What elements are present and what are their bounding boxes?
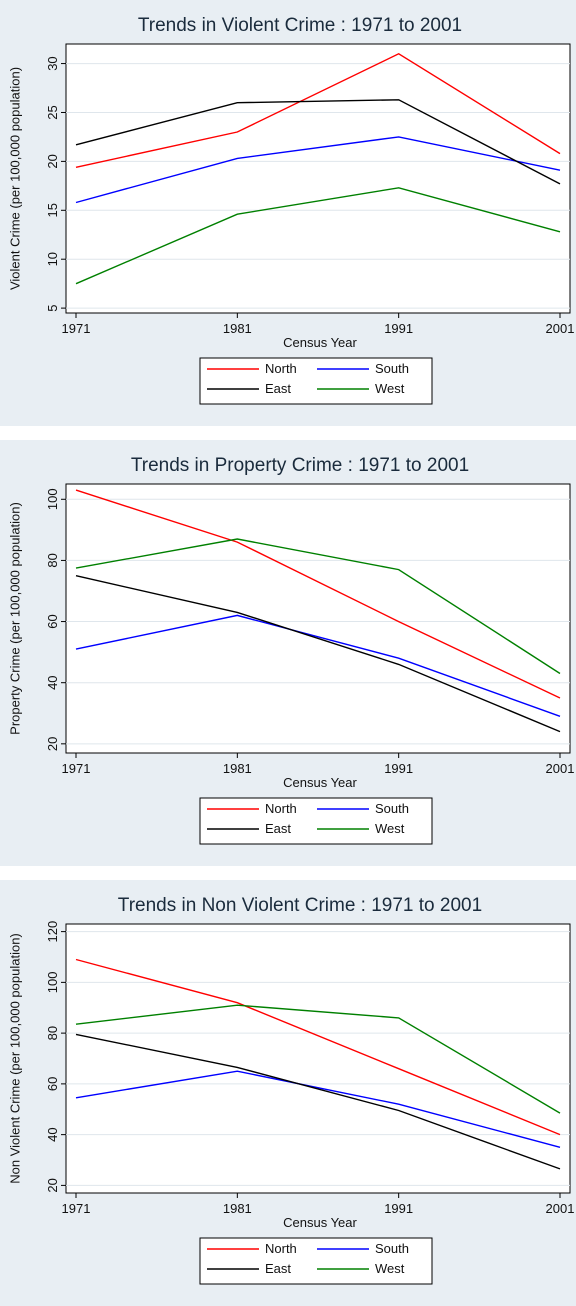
x-tick-label: 1981	[223, 321, 252, 336]
series-line-south	[75, 614, 561, 717]
x-axis-title: Census Year	[283, 775, 357, 790]
legend-label-east: East	[265, 381, 291, 396]
series-line-west	[75, 1004, 561, 1114]
chart-nonviolent: Trends in Non Violent Crime : 1971 to 20…	[7, 895, 575, 1285]
series-line-south	[75, 136, 561, 204]
legend-box	[199, 797, 433, 845]
y-tick-label: 100	[45, 972, 60, 994]
chart-title: Trends in Violent Crime : 1971 to 2001	[138, 15, 462, 36]
legend-label-west: West	[375, 1261, 405, 1276]
x-tick-label: 1981	[223, 1201, 252, 1216]
x-tick-label: 1991	[384, 321, 413, 336]
x-axis-title: Census Year	[283, 335, 357, 350]
series-line-north	[75, 489, 561, 699]
y-tick-label: 80	[45, 1026, 60, 1040]
legend-label-south: South	[375, 361, 409, 376]
legend-label-north: North	[265, 1241, 297, 1256]
y-tick-label: 100	[45, 488, 60, 510]
y-tick-label: 10	[45, 252, 60, 266]
y-axis-title: Property Crime (per 100,000 population)	[7, 502, 22, 735]
chart-panel-violent: Trends in Violent Crime : 1971 to 2001 5 1…	[0, 0, 576, 426]
y-tick-label: 40	[45, 675, 60, 689]
series-line-east	[75, 575, 561, 733]
x-tick-label: 2001	[546, 761, 575, 776]
series-line-north	[75, 53, 561, 168]
chart-panel-nonviolent: Trends in Non Violent Crime : 1971 to 20…	[0, 880, 576, 1306]
y-tick-label: 25	[45, 105, 60, 119]
chart-title: Trends in Property Crime : 1971 to 2001	[131, 455, 469, 476]
plot-area	[65, 43, 571, 314]
y-axis-title: Violent Crime (per 100,000 population)	[7, 67, 22, 290]
series-line-west	[75, 538, 561, 675]
legend-box	[199, 1237, 433, 1285]
legend-label-west: West	[375, 821, 405, 836]
x-tick-label: 2001	[546, 321, 575, 336]
series-line-east	[75, 1033, 561, 1170]
chart-violent: Trends in Violent Crime : 1971 to 2001 5 1…	[7, 15, 575, 405]
y-tick-label: 30	[45, 56, 60, 70]
series-line-north	[75, 958, 561, 1136]
x-tick-label: 1971	[62, 1201, 91, 1216]
y-tick-label: 15	[45, 203, 60, 217]
chart-property: Trends in Property Crime : 1971 to 2001 2…	[7, 455, 575, 845]
legend-label-east: East	[265, 1261, 291, 1276]
chart-panel-property: Trends in Property Crime : 1971 to 2001 2…	[0, 440, 576, 866]
y-tick-label: 20	[45, 737, 60, 751]
legend-label-north: North	[265, 361, 297, 376]
legend-label-east: East	[265, 821, 291, 836]
legend-label-south: South	[375, 1241, 409, 1256]
x-axis-title: Census Year	[283, 1215, 357, 1230]
y-tick-label: 40	[45, 1127, 60, 1141]
legend-label-south: South	[375, 801, 409, 816]
x-tick-label: 1971	[62, 761, 91, 776]
y-tick-label: 60	[45, 1077, 60, 1091]
y-tick-label: 80	[45, 553, 60, 567]
chart-title: Trends in Non Violent Crime : 1971 to 20…	[118, 895, 482, 916]
series-line-east	[75, 99, 561, 185]
x-tick-label: 1991	[384, 761, 413, 776]
x-tick-label: 2001	[546, 1201, 575, 1216]
y-tick-label: 120	[45, 921, 60, 943]
legend-label-west: West	[375, 381, 405, 396]
x-tick-label: 1971	[62, 321, 91, 336]
y-tick-label: 20	[45, 154, 60, 168]
legend-label-north: North	[265, 801, 297, 816]
series-line-west	[75, 187, 561, 285]
x-tick-label: 1991	[384, 1201, 413, 1216]
legend-box	[199, 357, 433, 405]
series-line-south	[75, 1070, 561, 1148]
x-tick-label: 1981	[223, 761, 252, 776]
y-tick-label: 5	[45, 304, 60, 311]
y-axis-title: Non Violent Crime (per 100,000 populatio…	[7, 933, 22, 1184]
plot-area	[65, 923, 571, 1194]
y-tick-label: 20	[45, 1178, 60, 1192]
plot-area	[65, 483, 571, 754]
y-tick-label: 60	[45, 614, 60, 628]
